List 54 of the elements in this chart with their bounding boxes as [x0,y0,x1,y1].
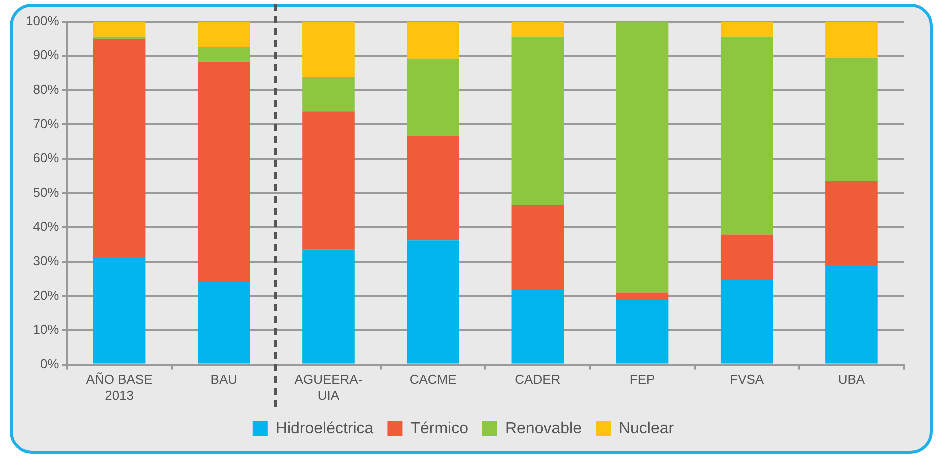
y-tick-label: 0% [40,356,60,372]
bar [198,282,250,364]
bar [616,292,669,300]
bar [826,58,878,181]
bar [826,265,878,364]
y-tick-label: 10% [33,322,60,338]
y-tick-label: 100% [26,13,60,28]
bar [302,22,355,78]
bar [407,58,460,136]
y-tick-label: 20% [33,288,60,303]
x-tick-label: FEP [630,372,656,388]
bar [93,39,146,258]
x-tick-label: CACME [410,372,458,388]
bar [93,36,146,40]
bar [616,22,669,293]
y-tick-label: 50% [33,184,60,200]
bar [720,36,774,235]
bar [720,22,774,37]
legend-label: Hidroeléctrica [276,420,374,438]
x-tick-label: AGUEERA-UIA [294,372,363,403]
x-tick-label: CADER [515,372,561,388]
bar [198,48,250,62]
legend-label: Nuclear [618,420,675,438]
y-tick-label: 40% [33,219,60,234]
bar [93,22,146,37]
bar [826,22,878,58]
bar [512,290,564,364]
y-tick-label: 30% [33,253,60,268]
bar [93,257,146,364]
x-tick-label: BAU [210,372,238,388]
x-tick-label: UBA [838,372,866,388]
bar [198,62,250,282]
bar [720,234,774,280]
bar [302,112,355,250]
bar [407,136,460,241]
legend-label: Térmico [410,420,469,438]
x-tick-label: FVSA [730,372,764,388]
bar [512,22,564,37]
legend-label: Renovable [505,420,582,438]
y-tick-label: 80% [33,82,60,97]
x-tick-label: AÑO BASE 2013 [86,372,154,403]
bar [826,180,878,266]
bar [198,22,250,48]
bar [720,280,774,364]
y-tick-label: 90% [33,48,60,63]
y-tick-label: 70% [33,116,60,132]
bar [512,205,564,290]
bar [407,22,460,59]
y-tick-label: 60% [33,150,60,166]
bar [302,77,355,112]
bar [616,300,669,364]
bar [512,36,564,206]
bar [302,250,355,364]
bar [407,240,460,364]
